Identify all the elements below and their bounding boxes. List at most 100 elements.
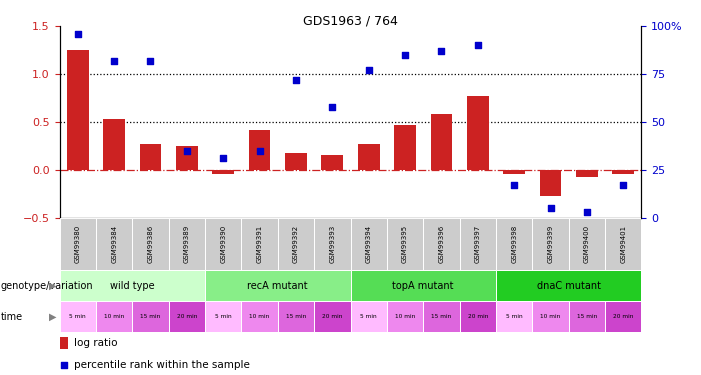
Point xyxy=(400,52,411,58)
Point xyxy=(472,42,484,48)
Bar xyxy=(605,301,641,332)
Text: GSM99386: GSM99386 xyxy=(147,225,154,263)
Point xyxy=(58,362,69,368)
Bar xyxy=(350,217,387,270)
Bar xyxy=(60,337,68,350)
Bar xyxy=(241,301,278,332)
Text: GSM99391: GSM99391 xyxy=(257,225,263,263)
Bar xyxy=(358,144,380,170)
Bar xyxy=(169,301,205,332)
Bar xyxy=(212,170,234,174)
Text: recA mutant: recA mutant xyxy=(247,280,308,291)
Text: GSM99401: GSM99401 xyxy=(620,225,626,263)
Text: wild type: wild type xyxy=(110,280,155,291)
Text: 20 min: 20 min xyxy=(322,314,343,319)
Text: GSM99384: GSM99384 xyxy=(111,225,117,263)
Text: 10 min: 10 min xyxy=(395,314,415,319)
Bar xyxy=(60,301,96,332)
Text: GSM99394: GSM99394 xyxy=(366,225,372,263)
Bar xyxy=(387,301,423,332)
Text: ▶: ▶ xyxy=(48,312,56,322)
Point xyxy=(327,104,338,110)
Point xyxy=(217,155,229,161)
Text: GSM99396: GSM99396 xyxy=(438,225,444,263)
Text: GSM99390: GSM99390 xyxy=(220,225,226,263)
Bar xyxy=(205,217,241,270)
Bar xyxy=(605,217,641,270)
Text: GSM99380: GSM99380 xyxy=(75,225,81,263)
Bar xyxy=(205,301,241,332)
Text: 20 min: 20 min xyxy=(177,314,197,319)
Text: 10 min: 10 min xyxy=(540,314,561,319)
Text: 5 min: 5 min xyxy=(69,314,86,319)
Text: percentile rank within the sample: percentile rank within the sample xyxy=(74,360,250,370)
Bar xyxy=(350,270,496,301)
Bar xyxy=(387,217,423,270)
Text: 15 min: 15 min xyxy=(577,314,597,319)
Bar xyxy=(314,217,350,270)
Bar xyxy=(241,217,278,270)
Point xyxy=(581,209,592,215)
Bar xyxy=(249,129,271,170)
Bar xyxy=(423,217,460,270)
Bar xyxy=(285,153,307,170)
Text: 5 min: 5 min xyxy=(215,314,231,319)
Text: log ratio: log ratio xyxy=(74,338,118,348)
Point xyxy=(508,182,519,188)
Text: 20 min: 20 min xyxy=(468,314,488,319)
Text: GSM99400: GSM99400 xyxy=(584,225,590,263)
Bar xyxy=(314,301,350,332)
Text: GSM99397: GSM99397 xyxy=(475,225,481,263)
Bar xyxy=(139,144,161,170)
Bar xyxy=(60,270,205,301)
Bar xyxy=(460,301,496,332)
Bar xyxy=(278,301,314,332)
Point xyxy=(182,147,193,154)
Bar xyxy=(423,301,460,332)
Point xyxy=(290,77,301,83)
Text: 15 min: 15 min xyxy=(286,314,306,319)
Text: GSM99399: GSM99399 xyxy=(547,225,554,263)
Bar xyxy=(569,301,605,332)
Bar xyxy=(503,170,525,174)
Bar xyxy=(321,155,343,170)
Bar xyxy=(96,217,132,270)
Bar xyxy=(103,119,125,170)
Bar xyxy=(576,170,598,177)
Text: time: time xyxy=(1,312,23,322)
Bar xyxy=(176,146,198,170)
Text: 15 min: 15 min xyxy=(431,314,451,319)
Bar xyxy=(169,217,205,270)
Text: 5 min: 5 min xyxy=(506,314,522,319)
Bar xyxy=(132,217,169,270)
Point xyxy=(72,31,83,37)
Bar xyxy=(496,301,532,332)
Bar xyxy=(496,270,641,301)
Bar xyxy=(613,170,634,174)
Text: ▶: ▶ xyxy=(48,280,56,291)
Text: 15 min: 15 min xyxy=(140,314,161,319)
Text: genotype/variation: genotype/variation xyxy=(1,280,93,291)
Bar xyxy=(540,170,562,195)
Text: dnaC mutant: dnaC mutant xyxy=(537,280,601,291)
Bar xyxy=(467,96,489,170)
Text: GSM99389: GSM99389 xyxy=(184,225,190,263)
Text: GSM99393: GSM99393 xyxy=(329,225,335,263)
Text: GSM99392: GSM99392 xyxy=(293,225,299,263)
Bar xyxy=(278,217,314,270)
Text: topA mutant: topA mutant xyxy=(393,280,454,291)
Text: 10 min: 10 min xyxy=(104,314,124,319)
Point xyxy=(618,182,629,188)
Bar xyxy=(394,125,416,170)
Bar xyxy=(60,217,96,270)
Text: GSM99398: GSM99398 xyxy=(511,225,517,263)
Point xyxy=(254,147,265,154)
Bar xyxy=(496,217,532,270)
Bar xyxy=(460,217,496,270)
Bar xyxy=(205,270,350,301)
Text: GDS1963 / 764: GDS1963 / 764 xyxy=(303,15,398,28)
Point xyxy=(145,58,156,64)
Bar xyxy=(96,301,132,332)
Bar xyxy=(67,50,88,170)
Point xyxy=(436,48,447,54)
